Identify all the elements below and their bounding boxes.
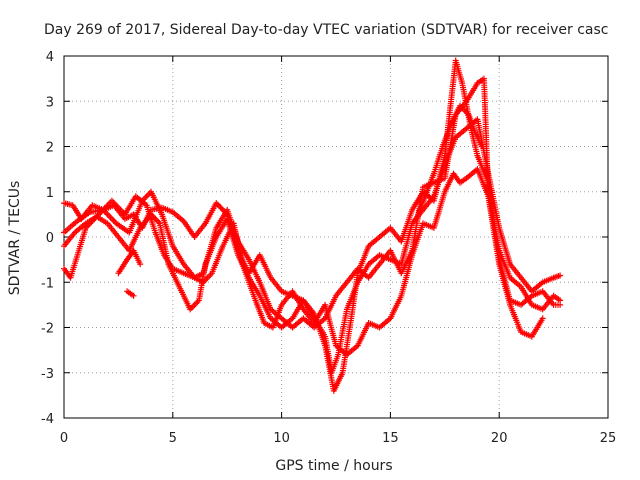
data-point — [130, 292, 137, 299]
series-track-7 — [413, 102, 485, 222]
chart-title: Day 269 of 2017, Sidereal Day-to-day VTE… — [44, 22, 608, 38]
y-tick-label: -4 — [41, 412, 54, 427]
x-tick-label: 25 — [600, 431, 617, 446]
y-axis-label: SDTVAR / TECUs — [7, 181, 23, 296]
x-tick-label: 0 — [60, 431, 68, 446]
data-point — [137, 261, 144, 268]
grid-lines — [64, 56, 608, 418]
x-tick-label: 5 — [169, 431, 177, 446]
y-tick-label: -1 — [41, 276, 54, 291]
x-axis-label: GPS time / hours — [275, 458, 392, 474]
series-track-5 — [115, 247, 144, 277]
data-point — [557, 297, 564, 304]
data-point — [539, 315, 546, 322]
series-track-6 — [124, 288, 137, 299]
series-track-3 — [61, 75, 564, 331]
series-track-4 — [61, 166, 546, 358]
y-tick-label: 0 — [46, 231, 54, 246]
data-point — [557, 272, 564, 279]
series-track-2 — [61, 57, 564, 394]
y-tick-label: 1 — [46, 186, 54, 201]
y-tick-label: -3 — [41, 367, 54, 382]
x-tick-label: 20 — [491, 431, 508, 446]
data-point — [478, 143, 485, 150]
y-tick-label: -2 — [41, 322, 54, 337]
x-tick-label: 15 — [382, 431, 399, 446]
y-tick-label: 4 — [46, 50, 54, 65]
y-tick-label: 3 — [46, 95, 54, 110]
x-tick-label: 10 — [273, 431, 290, 446]
y-tick-label: 2 — [46, 141, 54, 156]
data-points — [61, 57, 564, 394]
axis-ticks: 0 5 10 15 20 25 -4 -3 -2 -1 0 1 2 3 4 — [41, 50, 616, 446]
